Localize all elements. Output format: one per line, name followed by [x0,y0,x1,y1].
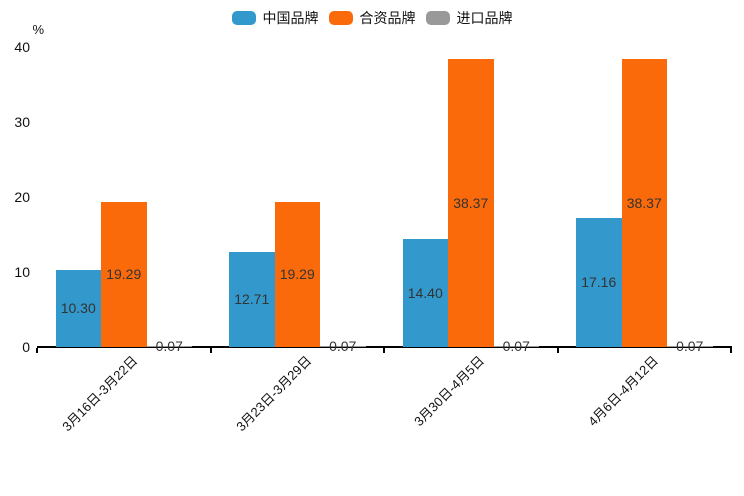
x-axis-line [37,345,732,348]
legend-swatch-joint-venture-brands [328,11,353,25]
value-label-imported-brands-group-2: 0.07 [502,338,530,355]
value-label-joint-venture-brands-group-0: 19.29 [106,266,142,283]
bar-imported-brands-group-1 [320,346,366,347]
bar-chinese-brands-group-1 [229,251,275,347]
x-category-label-2: 3月30日-4月5日 [411,353,488,430]
value-label-chinese-brands-group-0: 10.30 [60,299,96,316]
bar-joint-venture-brands-group-0 [101,202,147,347]
bar-joint-venture-brands-group-1 [274,202,320,347]
bar-chinese-brands-group-3 [576,218,622,347]
x-axis-tick [36,347,38,353]
value-label-chinese-brands-group-2: 14.40 [407,284,443,301]
y-tick-20: 20 [14,189,30,205]
y-tick-0: 0 [22,339,30,355]
chart-legend: 中国品牌 合资品牌 进口品牌 [0,9,744,27]
bar-chinese-brands-group-0 [55,269,101,347]
y-tick-40: 40 [14,39,30,55]
x-axis-tick [556,347,559,353]
legend-swatch-chinese-brands [231,11,256,25]
bar-chinese-brands-group-2 [402,239,448,347]
x-axis-tick [383,347,385,353]
bar-imported-brands-group-0 [146,346,192,347]
legend-label-joint-venture-brands: 合资品牌 [359,10,416,26]
y-tick-10: 10 [14,264,30,280]
y-tick-30: 30 [14,114,30,130]
legend-item-joint-venture-brands: 合资品牌 [328,9,416,27]
legend-label-chinese-brands: 中国品牌 [262,10,319,26]
value-label-joint-venture-brands-group-3: 38.37 [626,194,662,211]
x-category-label-1: 3月23日-3月29日 [232,353,314,435]
x-category-label-3: 4月6日-4月12日 [584,353,661,430]
value-label-imported-brands-group-3: 0.07 [676,338,704,355]
x-axis-tick [209,347,212,353]
y-axis-unit-label: % [32,22,44,37]
legend-item-chinese-brands: 中国品牌 [231,9,319,27]
value-label-chinese-brands-group-1: 12.71 [234,290,270,307]
legend-label-imported-brands: 进口品牌 [456,10,513,26]
value-label-imported-brands-group-0: 0.07 [155,338,183,355]
legend-item-imported-brands: 进口品牌 [425,9,513,27]
value-label-joint-venture-brands-group-2: 38.37 [453,194,489,211]
value-label-imported-brands-group-1: 0.07 [329,338,357,355]
bar-imported-brands-group-3 [667,346,713,347]
legend-swatch-imported-brands [425,11,450,25]
bar-joint-venture-brands-group-2 [448,59,494,347]
value-label-joint-venture-brands-group-1: 19.29 [279,266,315,283]
value-label-chinese-brands-group-3: 17.16 [581,274,617,291]
x-axis-tick [730,347,732,353]
bar-imported-brands-group-2 [493,346,539,347]
bar-joint-venture-brands-group-3 [621,59,667,347]
x-category-label-0: 3月16日-3月22日 [59,353,141,435]
